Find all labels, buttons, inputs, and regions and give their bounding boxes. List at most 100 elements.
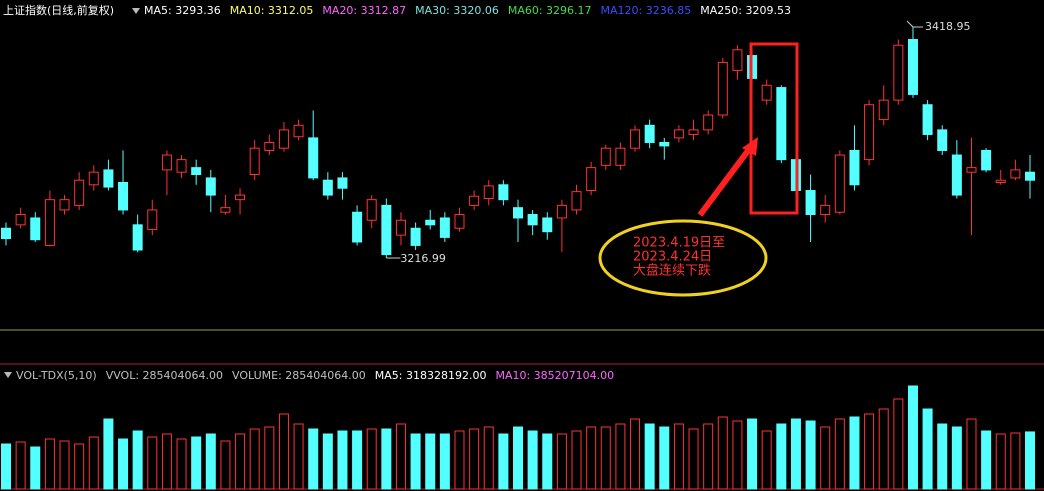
volume-bar xyxy=(1010,432,1021,490)
candle-body xyxy=(469,195,480,206)
candle-body xyxy=(878,99,889,121)
volume-bar xyxy=(44,438,55,490)
candle-body xyxy=(322,179,333,196)
volume-bar xyxy=(951,426,962,490)
volume-bar xyxy=(410,433,421,490)
volume-bar xyxy=(132,430,143,490)
header-item: VOL-TDX(5,10) xyxy=(16,369,97,382)
candle-body xyxy=(235,194,246,201)
volume-bar xyxy=(293,423,304,490)
volume-bar xyxy=(88,436,99,490)
volume-bar xyxy=(776,423,787,490)
volume-bar xyxy=(366,428,377,490)
highlight-box xyxy=(749,42,799,215)
candle-body xyxy=(410,227,421,246)
volume-bar xyxy=(893,398,904,490)
volume-bar xyxy=(1025,431,1035,490)
note-line: 2023.4.24日 xyxy=(633,250,712,265)
volume-bar xyxy=(644,423,655,490)
candle-body xyxy=(907,39,918,95)
candle-body xyxy=(966,167,977,173)
volume-bar xyxy=(264,426,275,490)
candle-body xyxy=(88,171,99,186)
header-item: VVOL: 285404064.00 xyxy=(106,369,223,382)
candle-body xyxy=(439,217,450,238)
volume-bar xyxy=(161,433,172,490)
candle-body xyxy=(220,207,231,213)
volume-bar xyxy=(74,443,85,490)
candle-body xyxy=(893,44,904,101)
volume-bar xyxy=(191,436,202,490)
volume-bar xyxy=(732,420,743,490)
dropdown-icon[interactable] xyxy=(132,8,140,14)
candle-body xyxy=(513,207,523,219)
volume-bar xyxy=(849,416,860,490)
candle-body xyxy=(644,124,655,143)
volume-bar xyxy=(454,430,465,490)
candle-body xyxy=(615,147,626,166)
volume-bar xyxy=(15,441,26,490)
volume-bar xyxy=(176,438,187,490)
volume-bar xyxy=(600,426,611,490)
candle-body xyxy=(15,214,26,226)
candle-body xyxy=(600,147,611,166)
candle-body xyxy=(688,129,699,135)
volume-bar xyxy=(483,426,494,490)
volume-bar xyxy=(761,430,772,490)
candle-body xyxy=(805,190,816,216)
volume-bar xyxy=(805,420,816,490)
volume-bar xyxy=(922,408,933,490)
header-item: MA10: 385207104.00 xyxy=(495,369,614,382)
volume-bar xyxy=(556,433,567,490)
candle-body xyxy=(308,137,319,179)
volume-bar xyxy=(1,443,11,490)
candle-body xyxy=(630,129,641,149)
volume-bar xyxy=(995,433,1006,490)
note-line: 大盘连续下跌 xyxy=(633,263,711,279)
note-line: 2023.4.19日至 xyxy=(633,236,725,251)
highlight-ellipse xyxy=(598,219,768,297)
candle-body xyxy=(586,167,597,192)
header-item: MA5: 3293.36 xyxy=(144,4,221,17)
candle-body xyxy=(542,217,553,233)
candle-body xyxy=(834,154,845,213)
volume-bar xyxy=(118,438,129,490)
volume-bar xyxy=(147,436,158,490)
header-item: MA60: 3296.17 xyxy=(508,4,592,17)
header-item: MA10: 3312.05 xyxy=(230,4,314,17)
volume-bar xyxy=(659,426,670,490)
candle-body xyxy=(278,129,289,149)
volume-bar xyxy=(834,418,845,490)
volume-bar xyxy=(673,423,684,490)
candle-body xyxy=(191,167,202,175)
candle-body xyxy=(732,49,743,71)
price-panel: 3418.95 3216.99 xyxy=(1,20,1035,265)
candle-body xyxy=(249,147,260,175)
candle-body xyxy=(59,199,70,211)
volume-bar xyxy=(205,433,216,490)
volume-bar xyxy=(498,433,509,490)
candle-body xyxy=(483,185,494,200)
candle-body xyxy=(776,87,787,161)
candle-body xyxy=(454,214,465,229)
high-label: 3418.95 xyxy=(925,20,971,33)
volume-bar xyxy=(981,430,992,490)
high-pointer xyxy=(906,20,923,28)
volume-bar xyxy=(469,428,480,490)
candle-body xyxy=(1010,169,1021,179)
volume-bar xyxy=(527,430,538,490)
header-item: MA20: 3312.87 xyxy=(322,4,406,17)
dropdown-icon[interactable] xyxy=(4,372,12,378)
volume-bar xyxy=(542,433,553,490)
candle-body xyxy=(147,209,158,230)
volume-bar xyxy=(703,423,714,490)
volume-bar xyxy=(322,433,333,490)
candle-body xyxy=(937,129,948,151)
volume-bar xyxy=(352,430,363,490)
header-item: VOLUME: 285404064.00 xyxy=(232,369,366,382)
volume-bar xyxy=(820,426,831,490)
volume-bar xyxy=(571,430,582,490)
header-item: MA5: 318328192.00 xyxy=(375,369,487,382)
